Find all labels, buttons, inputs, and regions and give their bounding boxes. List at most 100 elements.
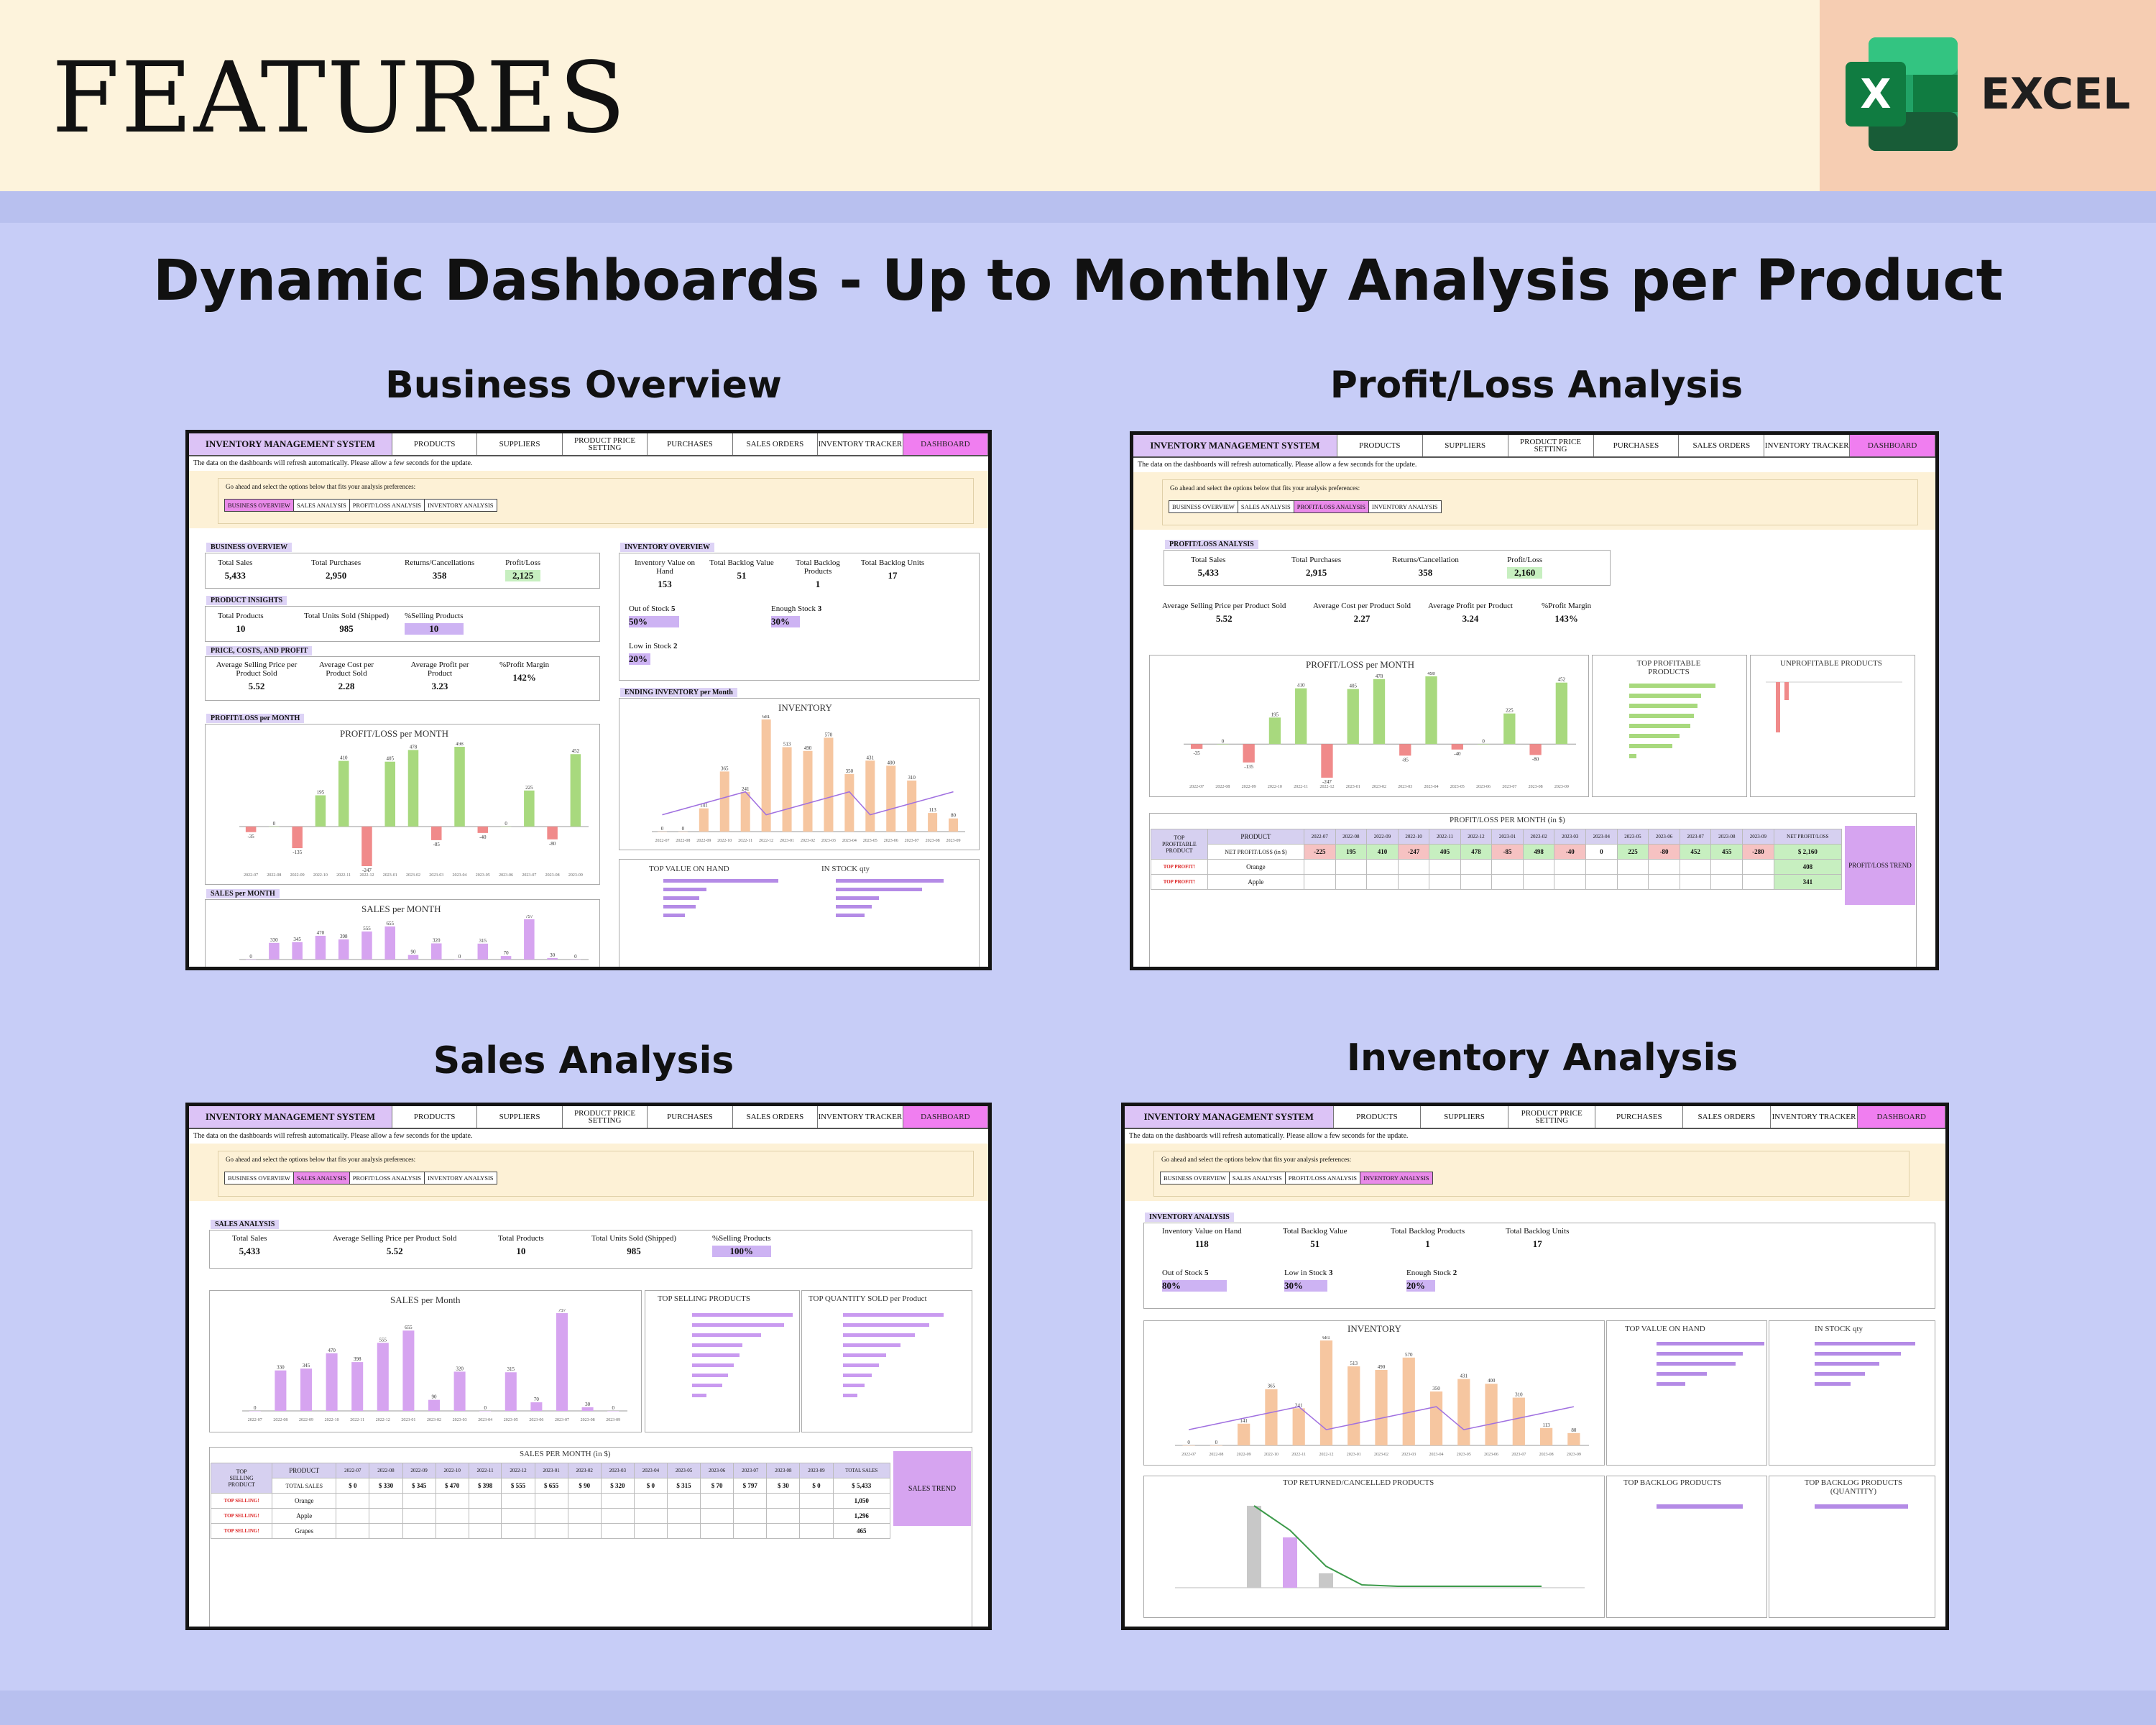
bar-value-label: 0 xyxy=(574,954,577,960)
nav-purchases[interactable]: PURCHASES xyxy=(1594,435,1680,456)
nav-products[interactable]: PRODUCTS xyxy=(392,1106,478,1128)
nav-suppliers[interactable]: SUPPLIERS xyxy=(1421,1106,1508,1128)
nav-purchases[interactable]: PURCHASES xyxy=(1595,1106,1684,1128)
page-title: FEATURES xyxy=(52,42,627,155)
x-tick-label: 2022-08 xyxy=(1215,785,1230,789)
option-inventory-analysis[interactable]: INVENTORY ANALYSIS xyxy=(424,499,497,512)
nav-suppliers[interactable]: SUPPLIERS xyxy=(1423,435,1508,456)
sales-kpi-total: Total Sales 5,433 xyxy=(232,1234,267,1256)
bar-2022-09 xyxy=(1243,744,1255,763)
pl-avg-selling: Average Selling Price per Product Sold 5.… xyxy=(1162,602,1286,624)
x-tick-label: 2022-10 xyxy=(313,967,328,970)
x-tick-label: 2023-07 xyxy=(1511,1453,1526,1457)
option-profit-loss[interactable]: PROFIT/LOSS ANALYSIS xyxy=(1293,500,1370,513)
x-tick-label: 2022-12 xyxy=(1319,1453,1333,1457)
option-business-overview[interactable]: BUSINESS OVERVIEW xyxy=(1160,1172,1230,1184)
bar-value-label: -247 xyxy=(1322,779,1332,785)
bar-value-label: 405 xyxy=(386,756,394,762)
bar-value-label: 398 xyxy=(340,934,348,939)
nav-dashboard[interactable]: DASHBOARD xyxy=(1850,435,1935,456)
pl-chart-title: PROFIT/LOSS per MONTH xyxy=(340,728,448,739)
nav-dashboard[interactable]: DASHBOARD xyxy=(903,1106,988,1128)
bar-value-label: 0 xyxy=(682,826,685,832)
nav-products[interactable]: PRODUCTS xyxy=(1334,1106,1422,1128)
nav-price-setting[interactable]: PRODUCT PRICE SETTING xyxy=(1508,1106,1596,1128)
bar-2023-03 xyxy=(1402,1357,1415,1445)
option-profit-loss[interactable]: PROFIT/LOSS ANALYSIS xyxy=(349,1172,425,1184)
nav-inventory-tracker[interactable]: INVENTORY TRACKER xyxy=(818,1106,903,1128)
bar-2023-04 xyxy=(1429,1391,1443,1445)
nav-products[interactable]: PRODUCTS xyxy=(1337,435,1423,456)
nav-dashboard[interactable]: DASHBOARD xyxy=(903,433,988,455)
bar-value-label: 490 xyxy=(804,745,812,751)
option-business-overview[interactable]: BUSINESS OVERVIEW xyxy=(224,499,294,512)
option-inventory-analysis[interactable]: INVENTORY ANALYSIS xyxy=(424,1172,497,1184)
x-tick-label: 2023-06 xyxy=(499,873,513,878)
option-profit-loss[interactable]: PROFIT/LOSS ANALYSIS xyxy=(349,499,425,512)
sales-kpi-box xyxy=(209,1230,972,1269)
nav-purchases[interactable]: PURCHASES xyxy=(648,1106,733,1128)
sales-month-table: TOP SELLING PRODUCT PRODUCT 2022-07 2022-08 20… xyxy=(210,1463,891,1539)
nav-products[interactable]: PRODUCTS xyxy=(392,433,478,455)
bar-value-label: 0 xyxy=(254,1405,257,1411)
kpi-selling-products: %Selling Products 10 xyxy=(405,612,464,635)
inventory-overview-label: INVENTORY OVERVIEW xyxy=(620,543,715,552)
option-business-overview[interactable]: BUSINESS OVERVIEW xyxy=(224,1172,294,1184)
backlog-bars xyxy=(1657,1504,1908,1509)
x-tick-label: 2022-09 xyxy=(299,1418,313,1422)
x-tick-label: 2023-05 xyxy=(476,967,490,970)
nav-sales-orders[interactable]: SALES ORDERS xyxy=(733,1106,819,1128)
nav-dashboard[interactable]: DASHBOARD xyxy=(1858,1106,1945,1128)
bar-2023-03 xyxy=(824,737,834,832)
option-profit-loss[interactable]: PROFIT/LOSS ANALYSIS xyxy=(1284,1172,1361,1184)
bar-value-label: 90 xyxy=(432,1394,438,1400)
excel-icon: X xyxy=(1846,37,1958,151)
kpi-profit-loss: Profit/Loss 2,125 xyxy=(505,558,541,581)
x-tick-label: 2023-02 xyxy=(801,839,815,843)
x-tick-label: 2022-09 xyxy=(1242,785,1256,789)
nav-price-setting[interactable]: PRODUCT PRICE SETTING xyxy=(563,1106,648,1128)
option-business-overview[interactable]: BUSINESS OVERVIEW xyxy=(1169,500,1238,513)
bar-value-label: -40 xyxy=(1454,751,1461,757)
option-inventory-analysis[interactable]: INVENTORY ANALYSIS xyxy=(1360,1172,1433,1184)
x-tick-label: 2022-11 xyxy=(350,1418,364,1422)
nav-price-setting[interactable]: PRODUCT PRICE SETTING xyxy=(563,433,648,455)
nav-purchases[interactable]: PURCHASES xyxy=(648,433,733,455)
bar-value-label: -80 xyxy=(549,841,556,847)
x-tick-label: 2022-10 xyxy=(325,1418,339,1422)
option-sales-analysis[interactable]: SALES ANALYSIS xyxy=(292,1172,350,1184)
nav-inventory-tracker[interactable]: INVENTORY TRACKER xyxy=(1771,1106,1858,1128)
bar-2022-11 xyxy=(1295,688,1307,745)
kpi-backlog-value: Total Backlog Value 51 xyxy=(709,558,774,581)
top-value-bars xyxy=(663,879,944,917)
nav-sales-orders[interactable]: SALES ORDERS xyxy=(733,433,819,455)
option-sales-analysis[interactable]: SALES ANALYSIS xyxy=(292,499,350,512)
x-tick-label: 2023-02 xyxy=(1374,1453,1388,1457)
nav-bar: INVENTORY MANAGEMENT SYSTEM PRODUCTS SUP… xyxy=(1125,1106,1945,1129)
bar-value-label: 681 xyxy=(1322,1336,1330,1340)
stock-enough: Enough Stock 3 30% xyxy=(771,604,822,627)
option-sales-analysis[interactable]: SALES ANALYSIS xyxy=(1228,1172,1286,1184)
nav-inventory-tracker[interactable]: INVENTORY TRACKER xyxy=(1764,435,1851,456)
bar-value-label: 0 xyxy=(661,826,664,832)
nav-suppliers[interactable]: SUPPLIERS xyxy=(477,433,563,455)
pl-trend-header: PROFIT/LOSS TREND xyxy=(1845,826,1915,905)
bar-value-label: 0 xyxy=(1215,1440,1218,1445)
option-inventory-analysis[interactable]: INVENTORY ANALYSIS xyxy=(1368,500,1442,513)
nav-suppliers[interactable]: SUPPLIERS xyxy=(477,1106,563,1128)
bar-2023-07 xyxy=(907,780,917,832)
sales-kpi-units: Total Units Sold (Shipped) 985 xyxy=(591,1234,677,1256)
bar-value-label: 320 xyxy=(433,938,441,944)
x-tick-label: 2022-07 xyxy=(244,873,258,878)
bar-value-label: 195 xyxy=(317,790,325,796)
bar-value-label: 113 xyxy=(1542,1422,1550,1428)
nav-inventory-tracker[interactable]: INVENTORY TRACKER xyxy=(818,433,903,455)
in-stock-title: IN STOCK qty xyxy=(1815,1325,1864,1333)
nav-price-setting[interactable]: PRODUCT PRICE SETTING xyxy=(1508,435,1594,456)
bar-2022-08 xyxy=(1210,1445,1223,1446)
bar-2023-03 xyxy=(1399,744,1411,756)
nav-sales-orders[interactable]: SALES ORDERS xyxy=(1679,435,1765,456)
bar-value-label: 141 xyxy=(1240,1418,1248,1424)
nav-sales-orders[interactable]: SALES ORDERS xyxy=(1683,1106,1771,1128)
option-sales-analysis[interactable]: SALES ANALYSIS xyxy=(1237,500,1294,513)
